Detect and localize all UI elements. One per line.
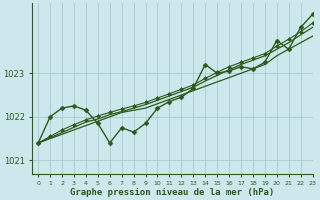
X-axis label: Graphe pression niveau de la mer (hPa): Graphe pression niveau de la mer (hPa) [70,188,275,197]
